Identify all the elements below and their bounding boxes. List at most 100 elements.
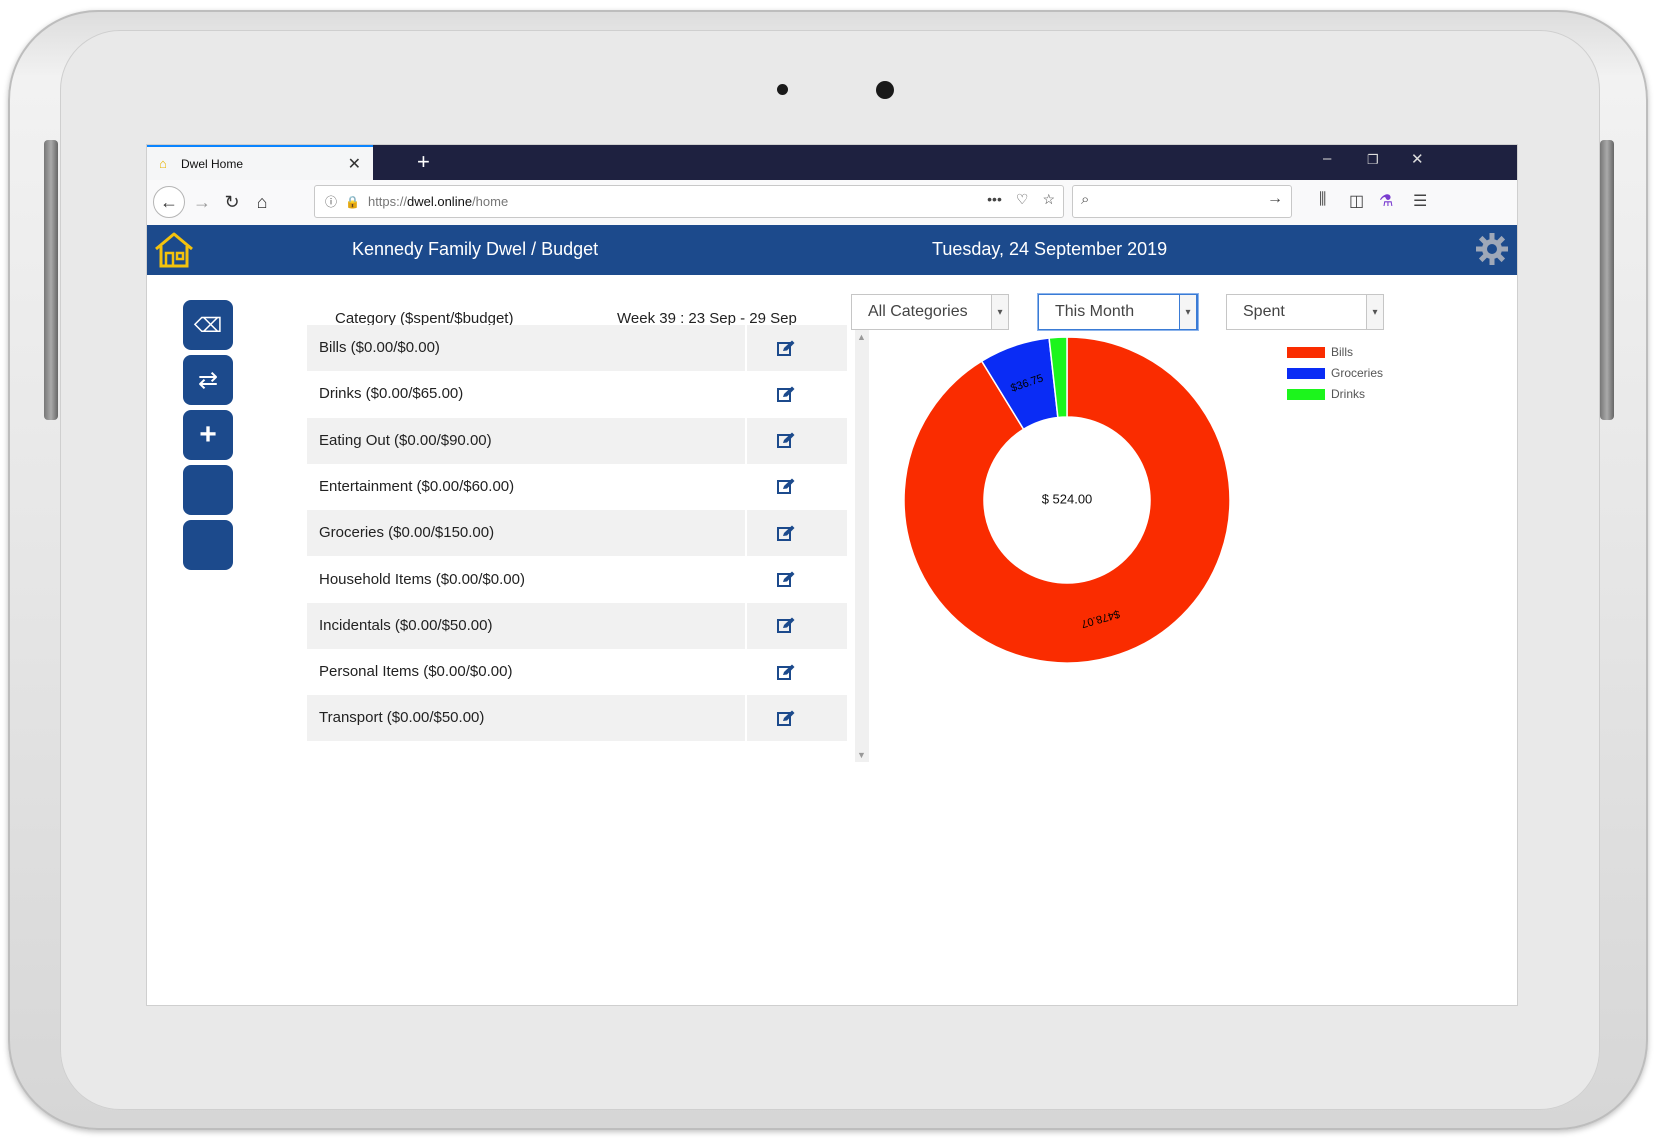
- category-row[interactable]: Transport ($0.00/$50.00): [307, 695, 847, 742]
- tablet-sensor: [777, 84, 788, 95]
- category-row[interactable]: Entertainment ($0.00/$60.00): [307, 463, 847, 510]
- tablet-side-button-left: [44, 140, 58, 420]
- period-filter-select[interactable]: This Month ▾: [1038, 294, 1198, 330]
- backspace-icon: ⌫: [193, 314, 223, 337]
- reload-icon[interactable]: ↻: [224, 191, 240, 212]
- menu-icon[interactable]: ☰: [1413, 193, 1428, 210]
- action-button-4[interactable]: [183, 465, 233, 515]
- search-go-icon[interactable]: →: [1267, 190, 1283, 207]
- category-label: Incidentals ($0.00/$50.00): [307, 602, 747, 649]
- legend-item-bills[interactable]: Bills: [1287, 345, 1353, 359]
- clear-button[interactable]: ⌫: [183, 300, 233, 350]
- category-column-header: Category ($spent/$budget): [335, 310, 514, 327]
- tablet-camera: [876, 81, 894, 99]
- lock-icon: 🔒: [345, 194, 360, 209]
- screen: ⌂ Dwel Home ✕ + – ❐ ✕ ← → ↻ ⌂ ⓘ 🔒 https:…: [147, 145, 1517, 1005]
- search-bar[interactable]: ⌕ →: [1072, 185, 1292, 218]
- category-row[interactable]: Incidentals ($0.00/$50.00): [307, 602, 847, 649]
- browser-tab[interactable]: ⌂ Dwel Home ✕: [147, 145, 373, 180]
- category-label: Drinks ($0.00/$65.00): [307, 371, 747, 418]
- category-row[interactable]: Household Items ($0.00/$0.00): [307, 556, 847, 603]
- period-filter-value: This Month: [1055, 303, 1135, 320]
- category-label: Household Items ($0.00/$0.00): [307, 556, 747, 603]
- donut-slice-drinks[interactable]: [1048, 336, 1068, 419]
- restore-icon[interactable]: ❐: [1367, 152, 1379, 167]
- legend-label: Groceries: [1331, 366, 1384, 380]
- category-row[interactable]: Personal Items ($0.00/$0.00): [307, 649, 847, 696]
- legend-swatch: [1287, 388, 1325, 400]
- sidebar-icon[interactable]: ◫: [1349, 193, 1365, 210]
- legend-label: Bills: [1331, 345, 1354, 359]
- category-label: Groceries ($0.00/$150.00): [307, 510, 747, 557]
- home-logo-icon[interactable]: [153, 230, 195, 270]
- add-button[interactable]: +: [183, 410, 233, 460]
- chevron-down-icon: ▾: [1179, 294, 1197, 330]
- scroll-up-icon[interactable]: ▲: [857, 332, 866, 342]
- url-bar[interactable]: ⓘ 🔒 https://dwel.online/home ••• ♡ ☆: [314, 185, 1064, 218]
- close-tab-icon[interactable]: ✕: [347, 155, 361, 173]
- edit-icon[interactable]: [747, 464, 825, 510]
- test-pilot-icon[interactable]: ⚗: [1379, 193, 1394, 210]
- edit-icon[interactable]: [747, 325, 825, 371]
- week-range-header: Week 39 : 23 Sep - 29 Sep: [617, 310, 797, 327]
- category-row[interactable]: Eating Out ($0.00/$90.00): [307, 417, 847, 464]
- tablet-side-button-right: [1600, 140, 1614, 420]
- category-row[interactable]: Bills ($0.00/$0.00): [307, 325, 847, 371]
- category-row[interactable]: Groceries ($0.00/$150.00): [307, 510, 847, 557]
- category-row[interactable]: Drinks ($0.00/$65.00): [307, 371, 847, 418]
- forward-icon[interactable]: →: [193, 191, 211, 212]
- category-label: Bills ($0.00/$0.00): [307, 325, 747, 371]
- search-icon: ⌕: [1081, 191, 1090, 208]
- page-actions-icon[interactable]: •••: [987, 191, 1002, 207]
- action-button-5[interactable]: [183, 520, 233, 570]
- tab-title: Dwel Home: [181, 156, 244, 171]
- edit-icon[interactable]: [747, 418, 825, 464]
- category-filter-value: All Categories: [868, 303, 968, 320]
- edit-icon[interactable]: [747, 603, 825, 649]
- pocket-icon[interactable]: ♡: [1015, 191, 1029, 207]
- minimize-icon[interactable]: –: [1323, 150, 1332, 167]
- legend-label: Drinks: [1331, 387, 1366, 401]
- scroll-down-icon[interactable]: ▼: [857, 750, 866, 760]
- browser-tab-strip: ⌂ Dwel Home ✕ + – ❐ ✕: [147, 145, 1517, 180]
- donut-slice-bills[interactable]: [903, 336, 1231, 664]
- category-label: Entertainment ($0.00/$60.00): [307, 463, 747, 510]
- info-icon[interactable]: ⓘ: [325, 195, 338, 209]
- edit-icon[interactable]: [747, 371, 825, 417]
- new-tab-button[interactable]: +: [417, 149, 430, 174]
- edit-icon[interactable]: [747, 557, 825, 603]
- plus-icon: +: [199, 418, 217, 451]
- edit-icon[interactable]: [747, 510, 825, 556]
- edit-icon[interactable]: [747, 695, 825, 741]
- close-window-icon[interactable]: ✕: [1411, 151, 1424, 168]
- url-text: https://dwel.online/home: [367, 194, 509, 209]
- library-icon[interactable]: ⫼: [1319, 191, 1327, 208]
- measure-filter-value: Spent: [1243, 303, 1285, 320]
- bookmark-star-icon[interactable]: ☆: [1042, 191, 1055, 207]
- home-favicon-icon: ⌂: [159, 155, 167, 171]
- legend-swatch: [1287, 346, 1325, 358]
- category-label: Transport ($0.00/$50.00): [307, 695, 747, 742]
- app-header: Kennedy Family Dwel / Budget Tuesday, 24…: [147, 225, 1517, 275]
- chevron-down-icon: ▾: [1366, 295, 1383, 329]
- category-label: Eating Out ($0.00/$90.00): [307, 417, 747, 464]
- browser-nav-bar: ← → ↻ ⌂ ⓘ 🔒 https://dwel.online/home •••…: [147, 180, 1517, 226]
- recurring-button[interactable]: ⇄: [183, 355, 233, 405]
- spending-donut-chart: $478.07$36.75$ 524.00: [903, 336, 1231, 664]
- home-icon[interactable]: ⌂: [256, 191, 268, 212]
- legend-item-drinks[interactable]: Drinks: [1287, 387, 1365, 401]
- repeat-icon: ⇄: [197, 366, 219, 394]
- legend-item-groceries[interactable]: Groceries: [1287, 366, 1383, 380]
- donut-total-label: $ 524.00: [1042, 491, 1093, 506]
- settings-gear-icon[interactable]: [1475, 232, 1509, 266]
- page-title: Kennedy Family Dwel / Budget: [352, 239, 599, 259]
- edit-icon[interactable]: [747, 649, 825, 695]
- measure-filter-select[interactable]: Spent ▾: [1226, 294, 1384, 330]
- legend-swatch: [1287, 367, 1325, 379]
- category-label: Personal Items ($0.00/$0.00): [307, 649, 747, 696]
- category-scrollbar[interactable]: ▲ ▼: [855, 330, 869, 762]
- category-filter-select[interactable]: All Categories ▾: [851, 294, 1009, 330]
- chevron-down-icon: ▾: [991, 295, 1008, 329]
- back-icon[interactable]: ←: [153, 186, 185, 218]
- current-date: Tuesday, 24 September 2019: [932, 239, 1168, 259]
